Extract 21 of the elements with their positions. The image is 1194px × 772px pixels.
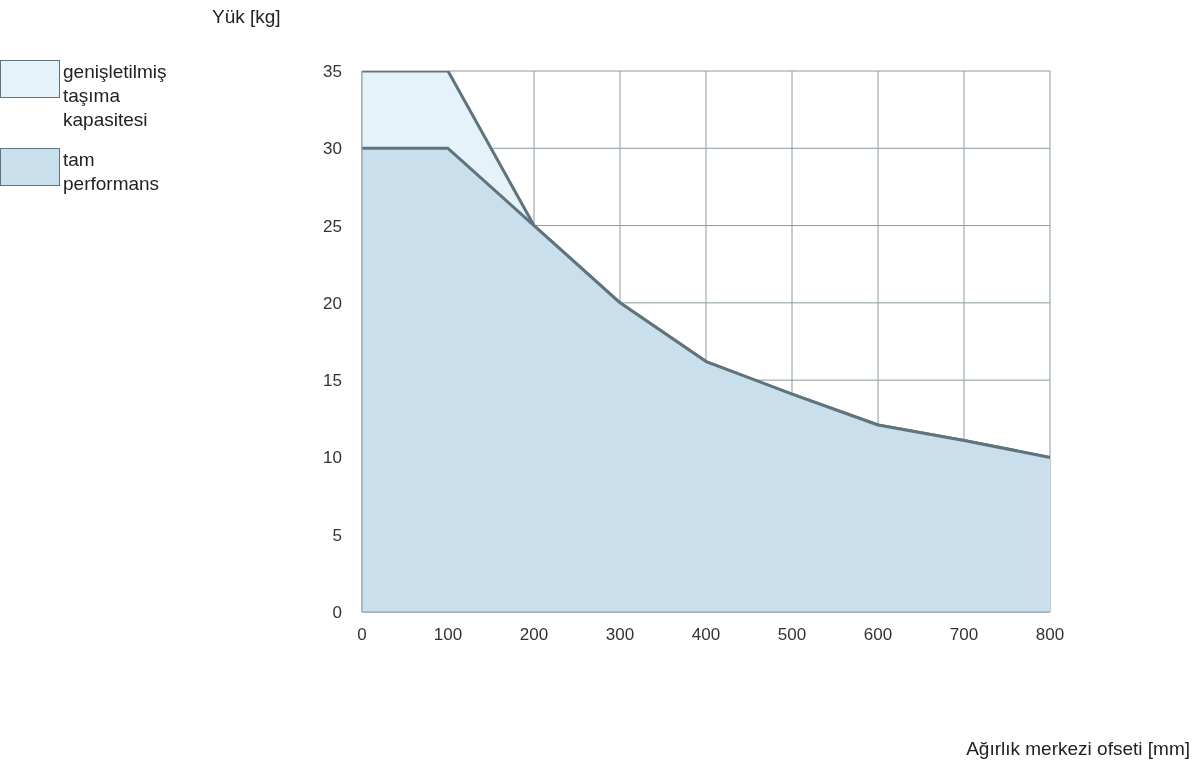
legend-label: genişletilmiş taşıma kapasitesi [63,60,168,132]
legend-label: tam performans [63,148,161,196]
x-tick-label: 700 [949,625,979,645]
x-tick-label: 0 [357,625,367,645]
y-axis-title: Yük [kg] [212,6,281,28]
y-tick-label: 20 [323,293,342,313]
x-tick-label: 200 [519,625,549,645]
y-tick-label: 5 [332,525,342,545]
x-tick-label: 800 [1035,625,1065,645]
x-tick-label: 100 [433,625,463,645]
y-tick-label: 15 [323,371,342,391]
y-tick-label: 10 [323,448,342,468]
y-tick-label: 0 [332,603,342,623]
x-tick-label: 600 [863,625,893,645]
y-tick-label: 35 [323,62,342,82]
x-tick-label: 300 [605,625,635,645]
x-axis-title: Ağırlık merkezi ofseti [mm] [966,738,1190,760]
y-tick-label: 30 [323,139,342,159]
x-tick-label: 400 [691,625,721,645]
x-tick-label: 500 [777,625,807,645]
y-tick-label: 25 [323,216,342,236]
